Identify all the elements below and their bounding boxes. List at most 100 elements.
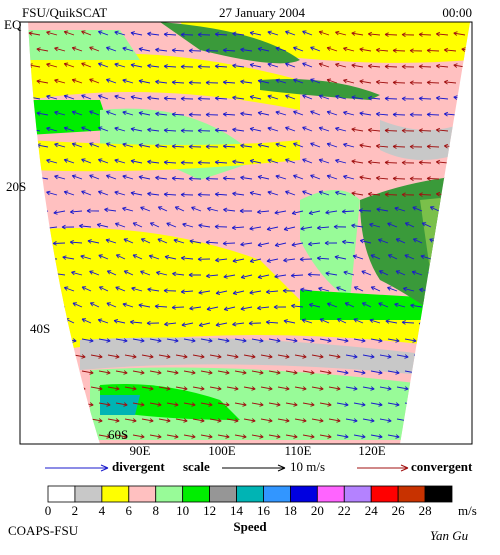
wind-vector: [453, 31, 466, 36]
wind-vector: [192, 418, 205, 423]
wind-vector: [318, 62, 330, 68]
wind-vector: [215, 322, 228, 327]
wind-vector: [302, 434, 315, 439]
wind-vector: [205, 273, 219, 279]
wind-vector: [240, 241, 253, 247]
wind-vector: [72, 302, 83, 308]
wind-vector: [265, 289, 279, 295]
wind-vector: [197, 160, 211, 166]
wind-vector: [214, 96, 228, 101]
color-cell: [397, 485, 426, 503]
wind-vector: [267, 126, 279, 132]
wind-vector: [418, 64, 432, 69]
wind-vector: [285, 30, 296, 36]
wind-vector: [63, 62, 75, 68]
wind-vector: [180, 160, 194, 166]
wind-vector: [163, 96, 177, 101]
wind-vector: [291, 242, 304, 247]
wind-vector: [352, 254, 364, 260]
wind-vector: [443, 143, 457, 149]
color-cell: [289, 485, 318, 503]
wind-vector: [392, 48, 406, 53]
wind-vector: [205, 240, 219, 245]
wind-vector: [122, 46, 134, 52]
wind-vector: [200, 338, 213, 343]
wind-vector: [164, 321, 177, 327]
wind-vector: [318, 190, 330, 196]
wind-vector: [453, 191, 466, 196]
wind-vector: [138, 175, 151, 180]
wind-vector: [446, 206, 457, 212]
wind-vector: [188, 176, 202, 182]
wind-vector: [130, 127, 143, 132]
wind-vector: [418, 96, 432, 101]
wind-vector: [132, 434, 145, 439]
wind-vector: [183, 434, 196, 439]
wind-vector: [435, 31, 449, 37]
wind-vector: [379, 386, 392, 391]
wind-vector: [234, 370, 247, 375]
wind-vector: [171, 176, 185, 181]
wind-vector: [453, 127, 466, 132]
wind-vector: [353, 286, 364, 292]
wind-vector: [285, 190, 296, 196]
wind-vector: [171, 305, 185, 310]
wind-vector: [122, 206, 134, 212]
wind-vector: [435, 159, 449, 165]
wind-vector: [149, 402, 162, 407]
wind-vector: [283, 257, 296, 263]
wind-vector: [69, 209, 83, 215]
wind-vector: [206, 306, 219, 311]
wind-vector: [47, 434, 60, 439]
wind-vector: [180, 192, 194, 198]
wind-vector: [89, 46, 100, 52]
wind-vector: [223, 306, 236, 312]
wind-vector: [232, 63, 245, 69]
wind-vector: [336, 318, 347, 324]
wind-vector: [426, 48, 440, 53]
wind-vector: [307, 272, 321, 277]
wind-vector: [443, 271, 457, 277]
wind-vector: [443, 79, 457, 85]
wind-vector: [129, 319, 143, 325]
wind-vector: [461, 175, 470, 180]
wind-vector: [35, 272, 49, 278]
wind-vector: [155, 47, 168, 53]
wind-vector: [115, 402, 128, 407]
wind-vector: [240, 306, 253, 311]
wind-vector: [63, 158, 75, 164]
wind-vector: [107, 418, 120, 423]
wind-vector: [98, 254, 109, 260]
wind-vector: [275, 46, 287, 52]
wind-vector: [367, 95, 381, 101]
wind-vector: [351, 31, 364, 36]
wind-vector: [46, 62, 58, 68]
wind-vector: [316, 225, 330, 231]
wind-vector: [234, 402, 247, 407]
wind-vector: [205, 48, 219, 54]
wind-vector: [335, 190, 347, 196]
wind-vector: [39, 354, 52, 359]
wind-vector: [214, 128, 228, 133]
wind-vector: [189, 239, 202, 244]
colorbar-tick-label: 22: [338, 503, 351, 518]
wind-vector: [402, 286, 415, 292]
wind-vector: [285, 158, 296, 164]
wind-vector: [239, 208, 253, 214]
speed-colorbar: 0 2 4 6 8 10 12 14 16 18 20 22 24 26 28 m/s: [45, 485, 477, 518]
wind-vector: [473, 435, 484, 439]
wind-vector: [207, 206, 219, 212]
wind-vector: [232, 321, 245, 327]
wind-vector: [392, 112, 406, 117]
wind-vector: [351, 223, 364, 229]
wind-vector: [438, 222, 449, 228]
wind-vector: [87, 239, 100, 244]
colorbar-tick-label: 24: [365, 503, 379, 518]
wind-vector: [359, 79, 372, 84]
wind-vector: [326, 174, 338, 180]
wind-vector: [302, 190, 313, 196]
wind-vector: [106, 302, 117, 308]
wind-vector: [336, 370, 349, 375]
wind-vector: [106, 270, 117, 276]
wind-vector: [163, 128, 177, 133]
